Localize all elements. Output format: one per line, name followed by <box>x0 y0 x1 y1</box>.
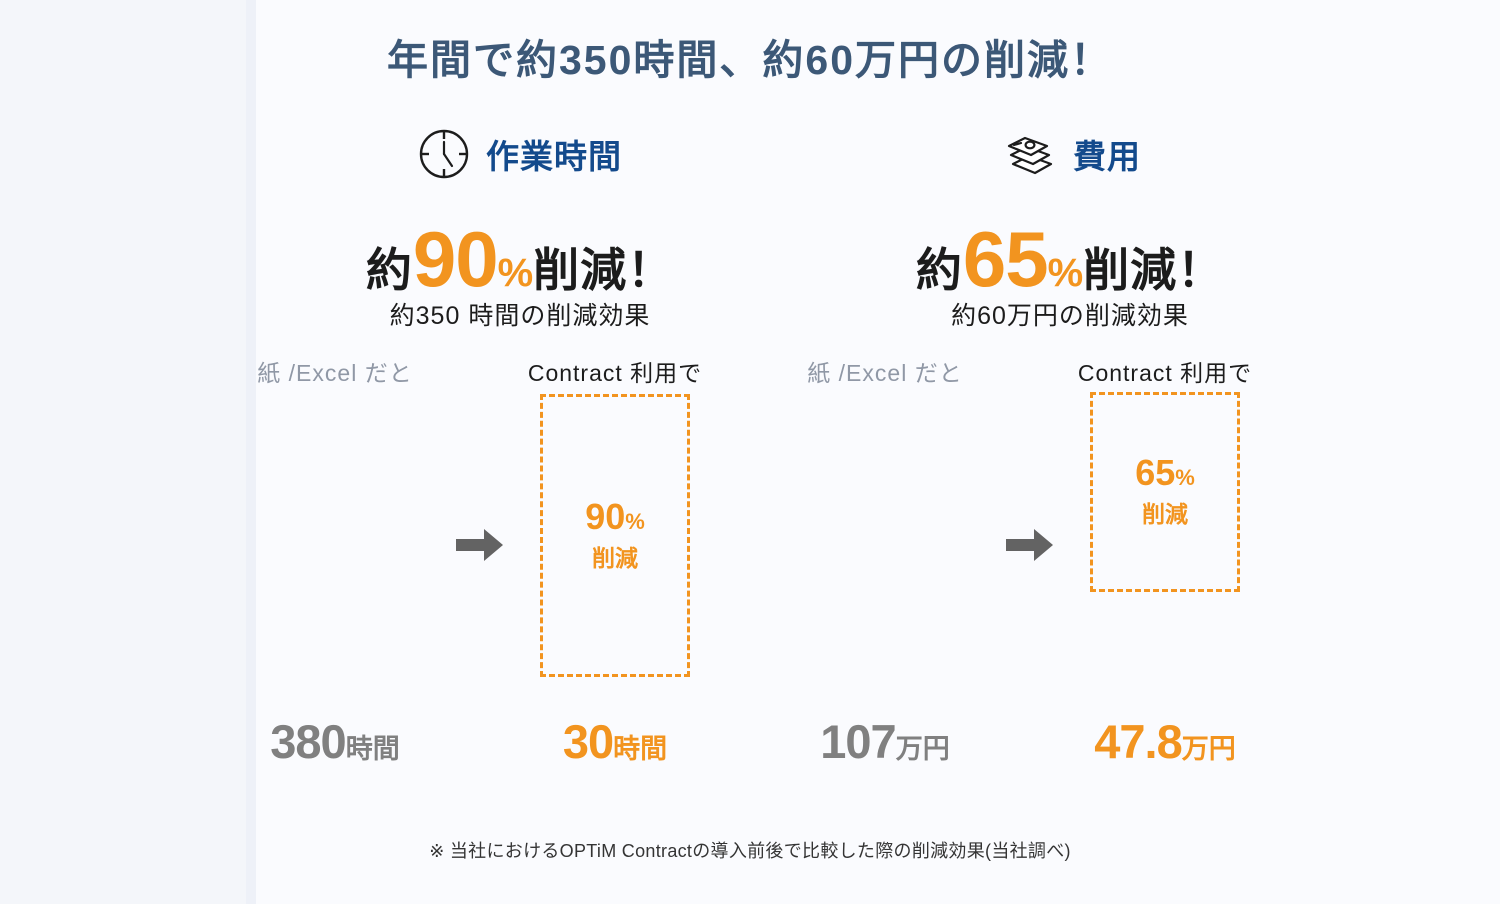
callout-percent-value: 90 <box>585 495 626 537</box>
percent-value: 65 <box>962 215 1049 303</box>
percent-suffix: 削減！ <box>1083 244 1225 296</box>
reduction-callout-work-time: 90% 削減 <box>540 394 690 677</box>
total-unit: 時間 <box>345 734 400 764</box>
percent-value: 90 <box>412 215 499 303</box>
total-number: 30 <box>562 715 614 768</box>
callout-percent: 90% <box>585 495 645 537</box>
callout-percent: 65% <box>1135 455 1195 491</box>
callout-label: 削減 <box>592 544 638 571</box>
arrow-right-icon <box>456 528 504 562</box>
footnote: ※ 当社におけるOPTiM Contractの導入前後で比較した際の削減効果(当… <box>429 841 1071 861</box>
total-after-work-time: 30時間 <box>510 714 720 769</box>
total-unit: 時間 <box>613 734 668 764</box>
percent-sign: % <box>1047 251 1084 295</box>
panel-work-time: 作業時間 約90%削減！ 約350 時間の削減効果 紙 /Excel だと ファ… <box>210 0 830 904</box>
panel-label-work-time: 作業時間 <box>486 138 622 175</box>
callout-percent-sign: % <box>625 508 645 534</box>
reduction-percent-work-time: 約90%削減！ <box>210 214 830 305</box>
total-number: 380 <box>270 715 346 768</box>
reduction-callout-cost: 65% 削減 <box>1090 392 1240 592</box>
panel-header-work-time: 作業時間 <box>210 128 830 180</box>
reduction-percent-cost: 約65%削減！ <box>760 214 1380 305</box>
panel-label-cost: 費用 <box>1073 138 1141 175</box>
panel-cost: 費用 約65%削減！ 約60万円の削減効果 紙 /Excel だと 業務費用 1… <box>760 0 1380 904</box>
percent-suffix: 削減！ <box>533 244 675 296</box>
arrow-right-icon <box>1006 528 1054 562</box>
callout-label: 削減 <box>1142 501 1188 527</box>
column-header-before: 紙 /Excel だと <box>257 360 413 386</box>
column-header-before: 紙 /Excel だと <box>807 360 963 386</box>
money-stack-icon <box>999 128 1057 180</box>
page-title: 年間で約350時間、約60万円の削減！ <box>386 37 1113 83</box>
background-band-left <box>0 0 246 904</box>
reduction-subtitle-work-time: 約350 時間の削減効果 <box>389 302 651 330</box>
total-after-cost: 47.8万円 <box>1060 714 1270 769</box>
panel-header-cost: 費用 <box>760 128 1380 180</box>
chart-cost: 紙 /Excel だと 業務費用 107万円 Contract 利用で <box>760 0 1380 904</box>
column-header-after: Contract 利用で <box>1077 360 1253 386</box>
clock-icon <box>418 128 470 180</box>
column-header-after: Contract 利用で <box>527 360 703 386</box>
percent-sign: % <box>497 251 534 295</box>
total-unit: 万円 <box>895 734 950 764</box>
callout-percent-sign: % <box>1175 465 1195 490</box>
chart-work-time: 紙 /Excel だと ファイルの送付 照会・原本の捜索 管理台帳への入力 38… <box>210 0 830 904</box>
reduction-subtitle-cost: 約60万円の削減効果 <box>951 302 1189 330</box>
total-before-work-time: 380時間 <box>230 714 440 769</box>
percent-prefix: 約 <box>915 244 963 296</box>
total-number: 47.8 <box>1094 715 1182 768</box>
percent-prefix: 約 <box>365 244 413 296</box>
total-unit: 万円 <box>1181 734 1236 764</box>
total-number: 107 <box>820 715 896 768</box>
total-before-cost: 107万円 <box>780 714 990 769</box>
callout-percent-value: 65 <box>1135 452 1176 493</box>
background-band-divider <box>246 0 256 904</box>
